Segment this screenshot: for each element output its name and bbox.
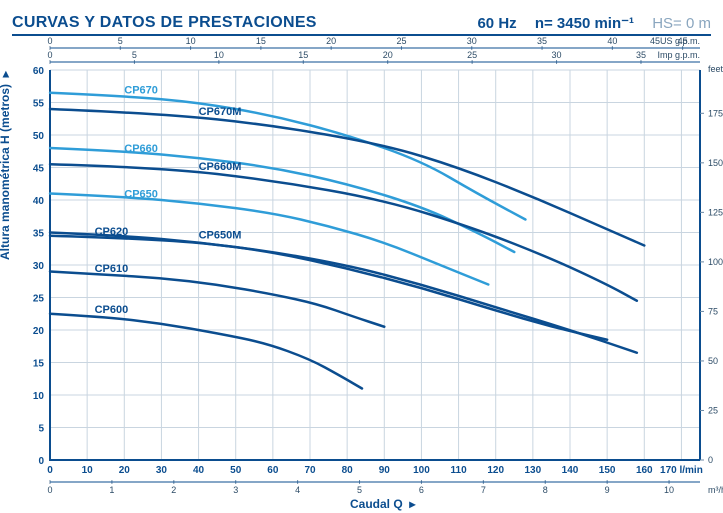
bottom2-tick: 7	[481, 485, 486, 495]
top2-tick: 30	[552, 50, 562, 60]
label-cp670m: CP670M	[199, 106, 242, 118]
top1-tick: 35	[537, 36, 547, 46]
top2-tick: 10	[214, 50, 224, 60]
top2-tick: 5	[132, 50, 137, 60]
top1-tick: 40	[607, 36, 617, 46]
bottom2-tick: 1	[109, 485, 114, 495]
y-tick: 20	[33, 326, 45, 337]
label-cp600: CP600	[95, 304, 129, 316]
label-cp660m: CP660M	[199, 161, 242, 173]
y-tick: 40	[33, 196, 45, 207]
bottom2-unit: m³/h	[708, 485, 723, 495]
x-tick: 60	[267, 465, 279, 476]
x-tick: 0	[47, 465, 53, 476]
bottom2-tick: 2	[171, 485, 176, 495]
top2-tick: 25	[467, 50, 477, 60]
bottom2-tick: 5	[357, 485, 362, 495]
right-unit: feet	[708, 64, 723, 74]
x-tick: 10	[82, 465, 94, 476]
x-tick: 150	[599, 465, 616, 476]
label-cp650: CP650	[124, 188, 158, 200]
bottom2-tick: 8	[543, 485, 548, 495]
top1-tick: 25	[396, 36, 406, 46]
y-tick: 10	[33, 391, 45, 402]
top1-tick: 15	[256, 36, 266, 46]
x-tick: 160	[636, 465, 653, 476]
curve-cp610	[50, 272, 384, 327]
x-tick: 80	[342, 465, 354, 476]
top1-unit: 45US g.p.m.	[650, 36, 700, 46]
performance-chart: 0102030405060708090100110120130140150160…	[0, 0, 723, 513]
label-cp670: CP670	[124, 84, 158, 96]
y-tick: 45	[33, 164, 45, 175]
x-tick: 130	[525, 465, 542, 476]
top2-unit: Imp g.p.m.	[657, 50, 700, 60]
top1-tick: 20	[326, 36, 336, 46]
right-tick: 75	[708, 306, 718, 316]
right-tick: 0	[708, 455, 713, 465]
x-tick: 110	[451, 465, 468, 476]
bottom2-tick: 10	[664, 485, 674, 495]
bottom2-tick: 9	[605, 485, 610, 495]
top2-tick: 35	[636, 50, 646, 60]
y-tick: 35	[33, 229, 45, 240]
y-tick: 60	[33, 66, 45, 77]
y-tick: 50	[33, 131, 45, 142]
label-cp660: CP660	[124, 143, 158, 155]
label-cp610: CP610	[95, 263, 129, 275]
top1-tick: 10	[186, 36, 196, 46]
bottom2-tick: 4	[295, 485, 300, 495]
y-tick: 25	[33, 294, 45, 305]
y-tick: 15	[33, 359, 45, 370]
x-tick: 100	[413, 465, 430, 476]
right-tick: 125	[708, 207, 723, 217]
x-tick: 140	[562, 465, 579, 476]
top1-tick: 5	[118, 36, 123, 46]
right-tick: 50	[708, 356, 718, 366]
bottom2-tick: 0	[47, 485, 52, 495]
y-tick: 0	[38, 456, 44, 467]
x-tick: 120	[487, 465, 504, 476]
x-tick: 50	[230, 465, 242, 476]
top1-tick: 30	[467, 36, 477, 46]
x-tick: 70	[304, 465, 316, 476]
curve-cp650m	[50, 236, 637, 353]
x-tick: 30	[156, 465, 168, 476]
x-tick: 20	[119, 465, 131, 476]
top2-tick: 20	[383, 50, 393, 60]
y-tick: 55	[33, 99, 45, 110]
x-tick: 40	[193, 465, 205, 476]
right-tick: 100	[708, 257, 723, 267]
top2-tick: 15	[298, 50, 308, 60]
label-cp650m: CP650M	[199, 229, 242, 241]
top2-tick: 0	[47, 50, 52, 60]
x-tick: 170 l/min	[660, 465, 703, 476]
y-tick: 5	[38, 424, 44, 435]
y-tick: 30	[33, 261, 45, 272]
curve-cp600	[50, 314, 362, 389]
x-tick: 90	[379, 465, 391, 476]
right-tick: 25	[708, 405, 718, 415]
top1-tick: 0	[47, 36, 52, 46]
bottom2-tick: 3	[233, 485, 238, 495]
right-tick: 150	[708, 158, 723, 168]
bottom2-tick: 6	[419, 485, 424, 495]
right-tick: 175	[708, 108, 723, 118]
